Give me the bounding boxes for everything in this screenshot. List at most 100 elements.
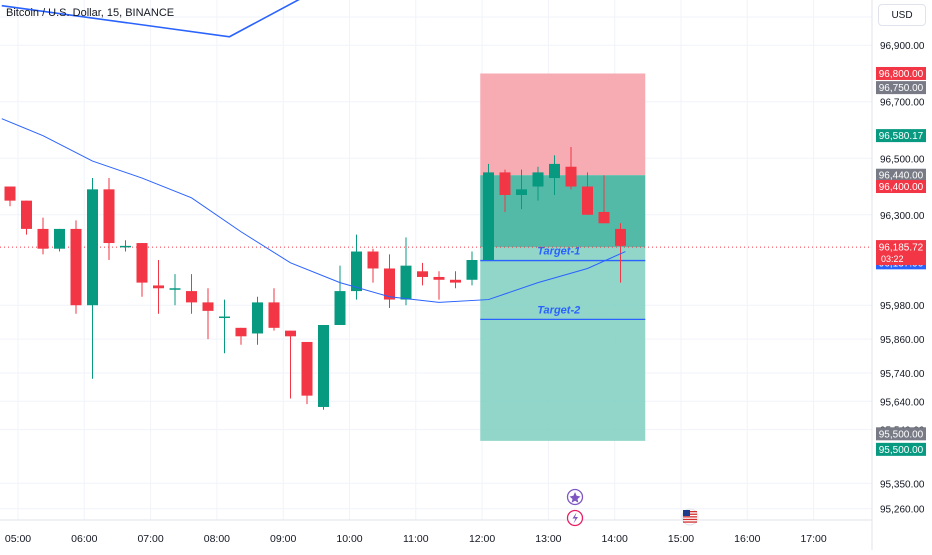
candle-body xyxy=(285,330,296,337)
price-label-box xyxy=(876,81,926,95)
target-label: Target-1 xyxy=(537,246,580,258)
time-axis: 05:00 06:00 07:00 08:00 09:00 10:00 11:00 12:00… xyxy=(0,519,872,545)
candle-body xyxy=(169,288,181,290)
price-tick-label: 96,700.00 xyxy=(880,98,925,109)
price-label-text: 96,580.17 xyxy=(879,131,924,142)
candle-body xyxy=(384,268,395,300)
time-tick-label: 17:00 xyxy=(800,533,826,545)
candle-body xyxy=(466,260,478,280)
price-tick-label: 95,260.00 xyxy=(880,505,925,516)
target-label: Target-2 xyxy=(537,304,580,316)
time-tick-label: 10:00 xyxy=(336,533,362,545)
price-label-box xyxy=(876,427,926,441)
price-tick-label: 96,500.00 xyxy=(880,154,925,165)
price-label-box xyxy=(876,168,926,182)
candle-body xyxy=(136,243,148,283)
time-tick-label: 12:00 xyxy=(469,533,495,545)
candle-body xyxy=(367,251,379,269)
candle-body xyxy=(21,200,32,229)
candle-body xyxy=(4,186,16,201)
candle-body xyxy=(400,265,412,300)
time-tick-label: 06:00 xyxy=(71,533,97,545)
time-tick-label: 08:00 xyxy=(204,533,230,545)
lightning-icon xyxy=(572,512,578,524)
price-label-box xyxy=(876,66,926,80)
price-label-text: 96,400.00 xyxy=(879,182,924,193)
flag-stripe xyxy=(683,516,697,518)
position-zones xyxy=(480,73,646,441)
bar-countdown-label: 03:22 xyxy=(881,254,904,264)
flag-canton xyxy=(683,510,690,516)
time-tick-label: 16:00 xyxy=(734,533,760,545)
higher-timeframe-line xyxy=(1,0,300,38)
price-tick-label: 95,350.00 xyxy=(880,479,925,490)
candle-body xyxy=(219,316,230,319)
candle-body xyxy=(417,271,428,277)
candle-body xyxy=(565,166,577,187)
higher-timeframe-line-path xyxy=(1,0,300,38)
price-tick-label: 96,900.00 xyxy=(880,41,925,52)
candle-body xyxy=(433,276,445,280)
candle-body xyxy=(334,291,346,325)
last-price-label: 96,185.72 xyxy=(879,243,924,254)
last-price-box xyxy=(876,240,926,266)
candle-body xyxy=(483,172,494,260)
price-tick-label: 95,640.00 xyxy=(880,397,925,408)
time-tick-label: 14:00 xyxy=(602,533,628,545)
candle-body xyxy=(37,228,49,249)
price-label-text: 96,440.00 xyxy=(879,171,924,182)
price-label-box xyxy=(876,180,926,194)
candles xyxy=(4,146,626,410)
moving-average xyxy=(1,118,626,303)
candle-body xyxy=(582,186,593,215)
time-tick-label: 05:00 xyxy=(5,533,31,545)
time-tick-label: 07:00 xyxy=(137,533,163,545)
price-label-text: 95,500.00 xyxy=(879,429,924,440)
target-lines: Target-1 Target-2 xyxy=(480,246,646,320)
candle-body xyxy=(450,279,461,283)
candle-body xyxy=(153,285,164,289)
moving-average-path xyxy=(1,118,626,303)
time-tick-label: 09:00 xyxy=(270,533,296,545)
candle-body xyxy=(598,211,610,224)
price-axis: 97,000.0096,900.0096,700.0096,500.0096,3… xyxy=(871,0,926,550)
candle-body xyxy=(516,189,527,195)
grid xyxy=(0,0,872,520)
candle-body xyxy=(549,163,560,179)
flag-stripe xyxy=(683,518,697,521)
stop-loss-zone xyxy=(480,73,646,176)
candle-body xyxy=(268,302,280,328)
candle-body xyxy=(235,327,247,337)
candle-body xyxy=(499,172,511,195)
event-markers xyxy=(566,488,699,527)
price-tick-label: 95,860.00 xyxy=(880,335,925,346)
price-label-text: 96,750.00 xyxy=(879,83,924,94)
candle-body xyxy=(120,245,131,248)
candle-body xyxy=(54,228,65,249)
flag-stripe xyxy=(683,521,697,523)
price-tick-label: 95,740.00 xyxy=(880,369,925,380)
star-icon xyxy=(569,492,581,503)
take-profit-zone xyxy=(480,175,646,441)
candle-body xyxy=(318,325,329,407)
candle-body xyxy=(70,228,82,306)
candle-body xyxy=(87,189,98,306)
currency-button[interactable]: USD xyxy=(878,4,926,26)
price-label-box xyxy=(876,442,926,456)
candle-body xyxy=(615,228,626,246)
time-tick-label: 15:00 xyxy=(668,533,694,545)
candle-body xyxy=(351,251,362,292)
symbol-title: Bitcoin / U.S. Dollar, 15, BINANCE xyxy=(6,7,175,19)
candle-body xyxy=(301,341,313,396)
time-tick-label: 13:00 xyxy=(535,533,561,545)
price-label-box xyxy=(876,129,926,143)
candle-body xyxy=(186,291,197,303)
candle-body xyxy=(532,172,544,187)
price-tick-label: 96,300.00 xyxy=(880,211,925,222)
price-label-text: 96,800.00 xyxy=(879,69,924,80)
candle-body xyxy=(252,302,263,334)
time-tick-label: 11:00 xyxy=(403,533,429,545)
candle-body xyxy=(103,189,115,244)
